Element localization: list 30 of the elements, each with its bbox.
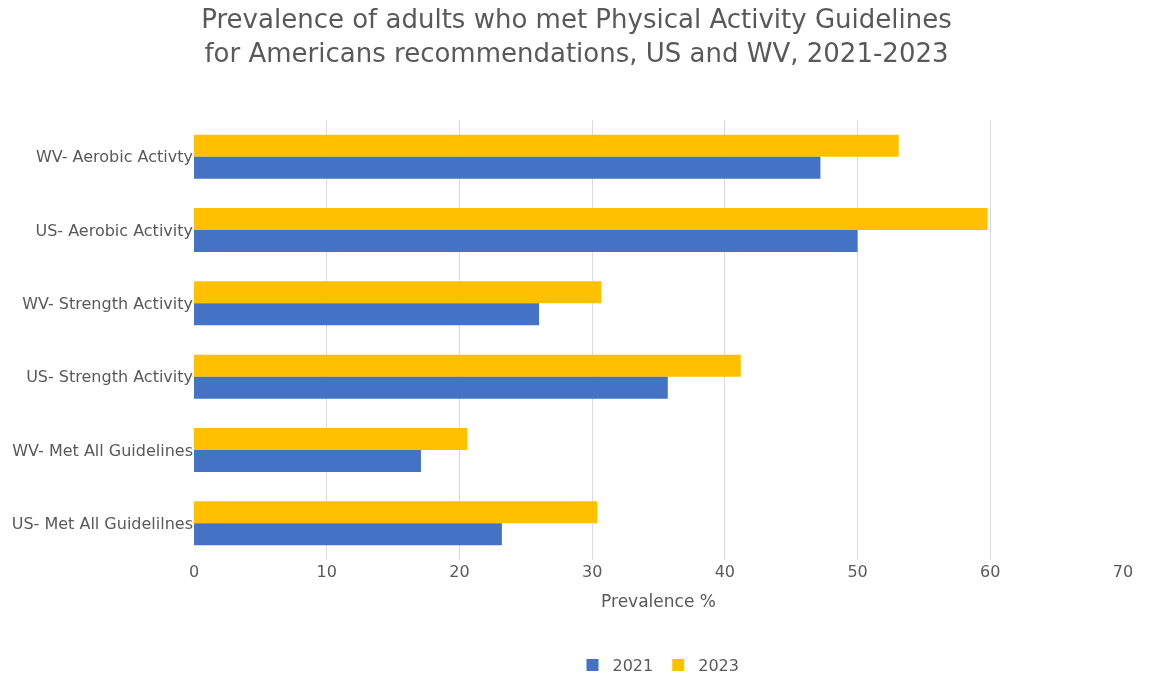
bar <box>194 376 668 399</box>
bar <box>194 501 598 524</box>
x-tick-label: 30 <box>581 562 603 581</box>
bar <box>194 281 602 304</box>
y-tick-label: WV- Met All Guidelines <box>12 440 193 460</box>
bar <box>194 208 988 230</box>
y-tick-label: US- Met All Guidelilnes <box>11 513 193 533</box>
bar <box>194 523 502 546</box>
x-tick-label: 40 <box>714 562 736 581</box>
chart-title: Prevalence of adults who met Physical Activity Guidelines for Americans recommendations, US and WV, 2021-2023 <box>201 3 952 68</box>
y-tick-label: WV- Aerobic Activty <box>35 147 193 167</box>
legend-label: 2021 <box>612 656 654 676</box>
x-axis-title: Prevalence % <box>601 591 716 612</box>
y-tick-label: US- Strength Activity <box>26 367 193 387</box>
x-tick-label: 20 <box>449 562 470 581</box>
x-tick-label: 10 <box>316 562 337 581</box>
x-tick-label: 60 <box>980 562 1001 581</box>
bar <box>194 303 540 326</box>
bar <box>194 230 858 252</box>
y-tick-label: WV- Strength Activity <box>22 293 193 313</box>
bar <box>194 156 821 179</box>
bar <box>194 354 741 377</box>
x-tick-label: 0 <box>188 562 200 581</box>
bar <box>194 428 468 450</box>
x-tick-label: 70 <box>1112 562 1134 581</box>
bar <box>194 134 899 157</box>
legend-label: 2023 <box>698 656 739 676</box>
bar <box>194 450 421 472</box>
x-tick-label: 50 <box>847 562 868 581</box>
y-tick-label: US- Aerobic Activity <box>35 220 193 240</box>
